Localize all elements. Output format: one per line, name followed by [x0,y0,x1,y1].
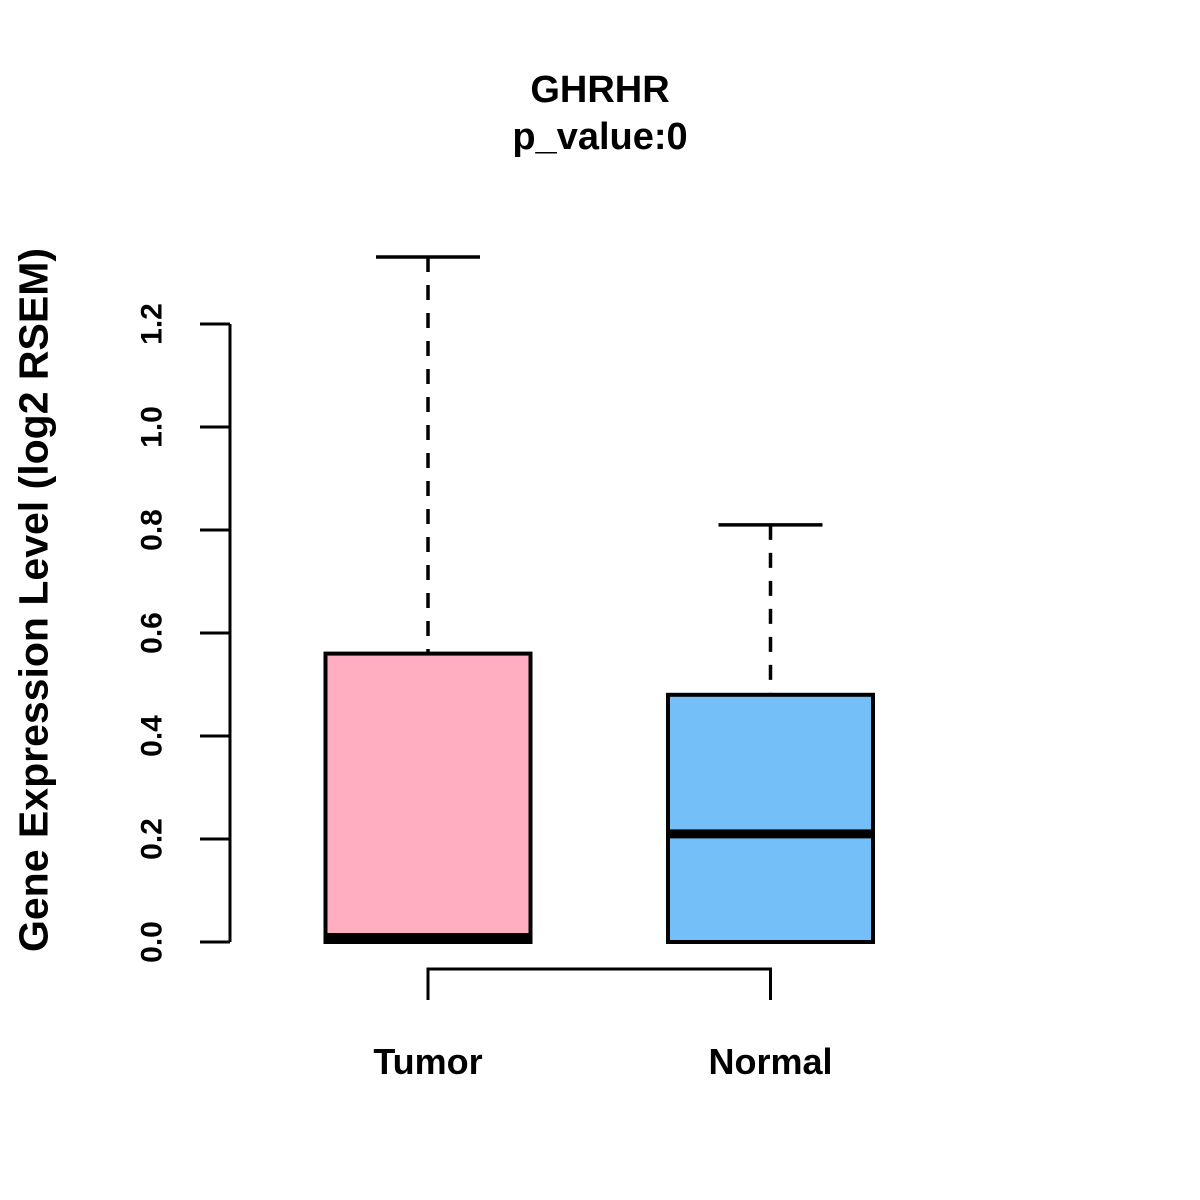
y-tick-label: 0.8 [136,509,169,551]
y-tick-label: 1.2 [136,303,169,345]
chart-title: GHRHR [530,69,670,111]
y-tick-label: 0.2 [136,818,169,860]
y-tick-label: 0.6 [136,612,169,654]
y-tick-label: 0.0 [136,921,169,963]
comparison-bracket [426,967,772,1000]
box-normal [666,692,875,944]
category-label-normal: Normal [708,1041,832,1082]
box-tumor [323,651,533,944]
y-tick-label: 1.0 [136,406,169,448]
chart-subtitle: p_value:0 [512,116,688,158]
category-label-tumor: Tumor [373,1041,482,1082]
y-tick-label: 0.4 [136,715,169,757]
